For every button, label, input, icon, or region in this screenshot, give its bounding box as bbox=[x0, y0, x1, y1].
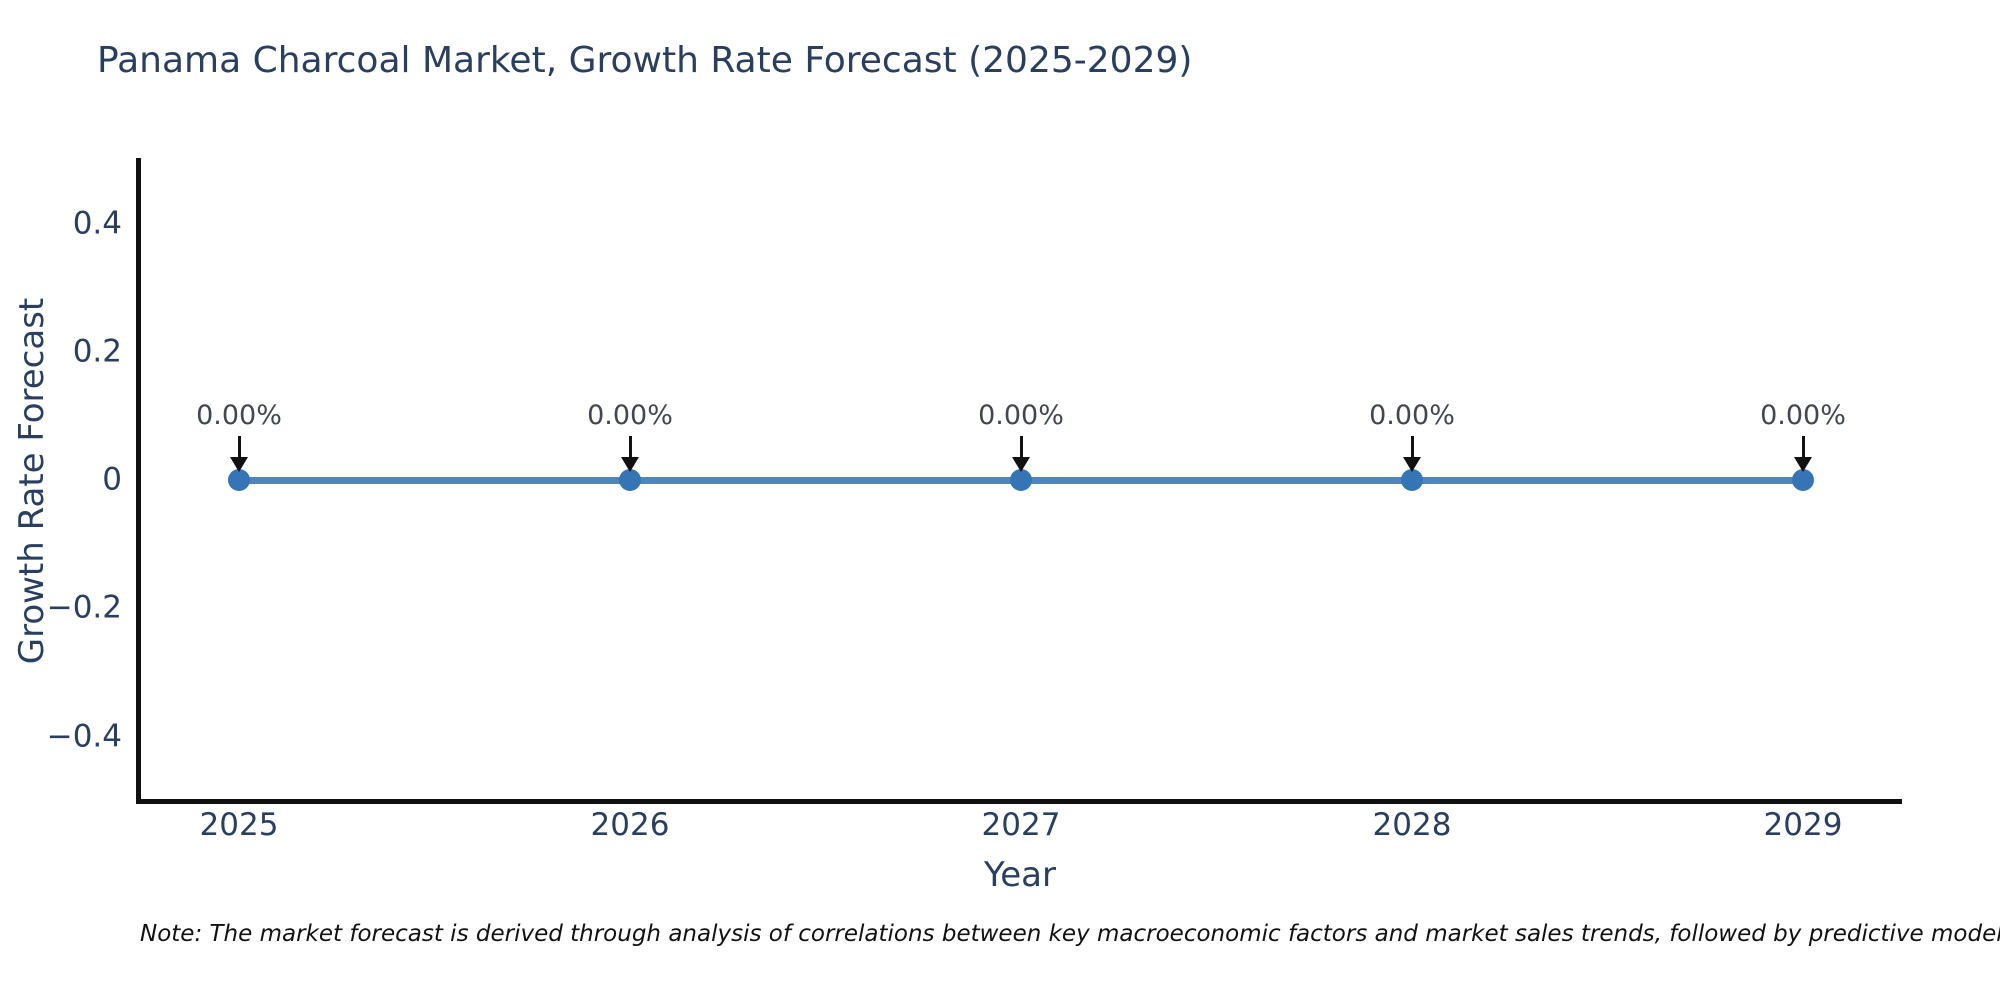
annotation-arrow bbox=[1020, 436, 1023, 460]
y-axis-line bbox=[136, 158, 141, 804]
data-point-marker bbox=[1792, 469, 1814, 491]
data-point-marker bbox=[228, 469, 250, 491]
annotation-arrow bbox=[629, 436, 632, 460]
annotation-arrowhead-icon bbox=[621, 457, 639, 472]
x-tick-label: 2026 bbox=[590, 807, 670, 843]
annotation-label: 0.00% bbox=[1760, 400, 1846, 431]
x-tick-label: 2028 bbox=[1372, 807, 1452, 843]
y-tick-label: 0 bbox=[102, 461, 122, 498]
annotation-arrow bbox=[1411, 436, 1414, 460]
footnote: Note: The market forecast is derived thr… bbox=[140, 921, 2000, 947]
annotation-arrowhead-icon bbox=[1012, 457, 1030, 472]
y-tick-label: −0.4 bbox=[46, 718, 122, 755]
data-point-marker bbox=[619, 469, 641, 491]
annotation-arrow bbox=[1802, 436, 1805, 460]
annotation-arrowhead-icon bbox=[230, 457, 248, 472]
annotation-arrowhead-icon bbox=[1403, 457, 1421, 472]
annotation-label: 0.00% bbox=[196, 400, 282, 431]
y-axis-title: Growth Rate Forecast bbox=[12, 297, 52, 665]
annotation-arrow bbox=[238, 436, 241, 460]
y-tick-label: 0.4 bbox=[72, 205, 122, 242]
x-tick-label: 2025 bbox=[199, 807, 279, 843]
x-tick-label: 2027 bbox=[981, 807, 1061, 843]
annotation-label: 0.00% bbox=[1369, 400, 1455, 431]
annotation-label: 0.00% bbox=[587, 400, 673, 431]
annotation-arrowhead-icon bbox=[1794, 457, 1812, 472]
data-point-marker bbox=[1010, 469, 1032, 491]
y-tick-label: −0.2 bbox=[46, 589, 122, 626]
x-axis-line bbox=[136, 799, 1902, 804]
y-tick-label: 0.2 bbox=[72, 333, 122, 370]
annotation-label: 0.00% bbox=[978, 400, 1064, 431]
x-axis-title: Year bbox=[984, 855, 1056, 895]
x-tick-label: 2029 bbox=[1763, 807, 1843, 843]
chart-title: Panama Charcoal Market, Growth Rate Fore… bbox=[97, 40, 1193, 81]
data-point-marker bbox=[1401, 469, 1423, 491]
